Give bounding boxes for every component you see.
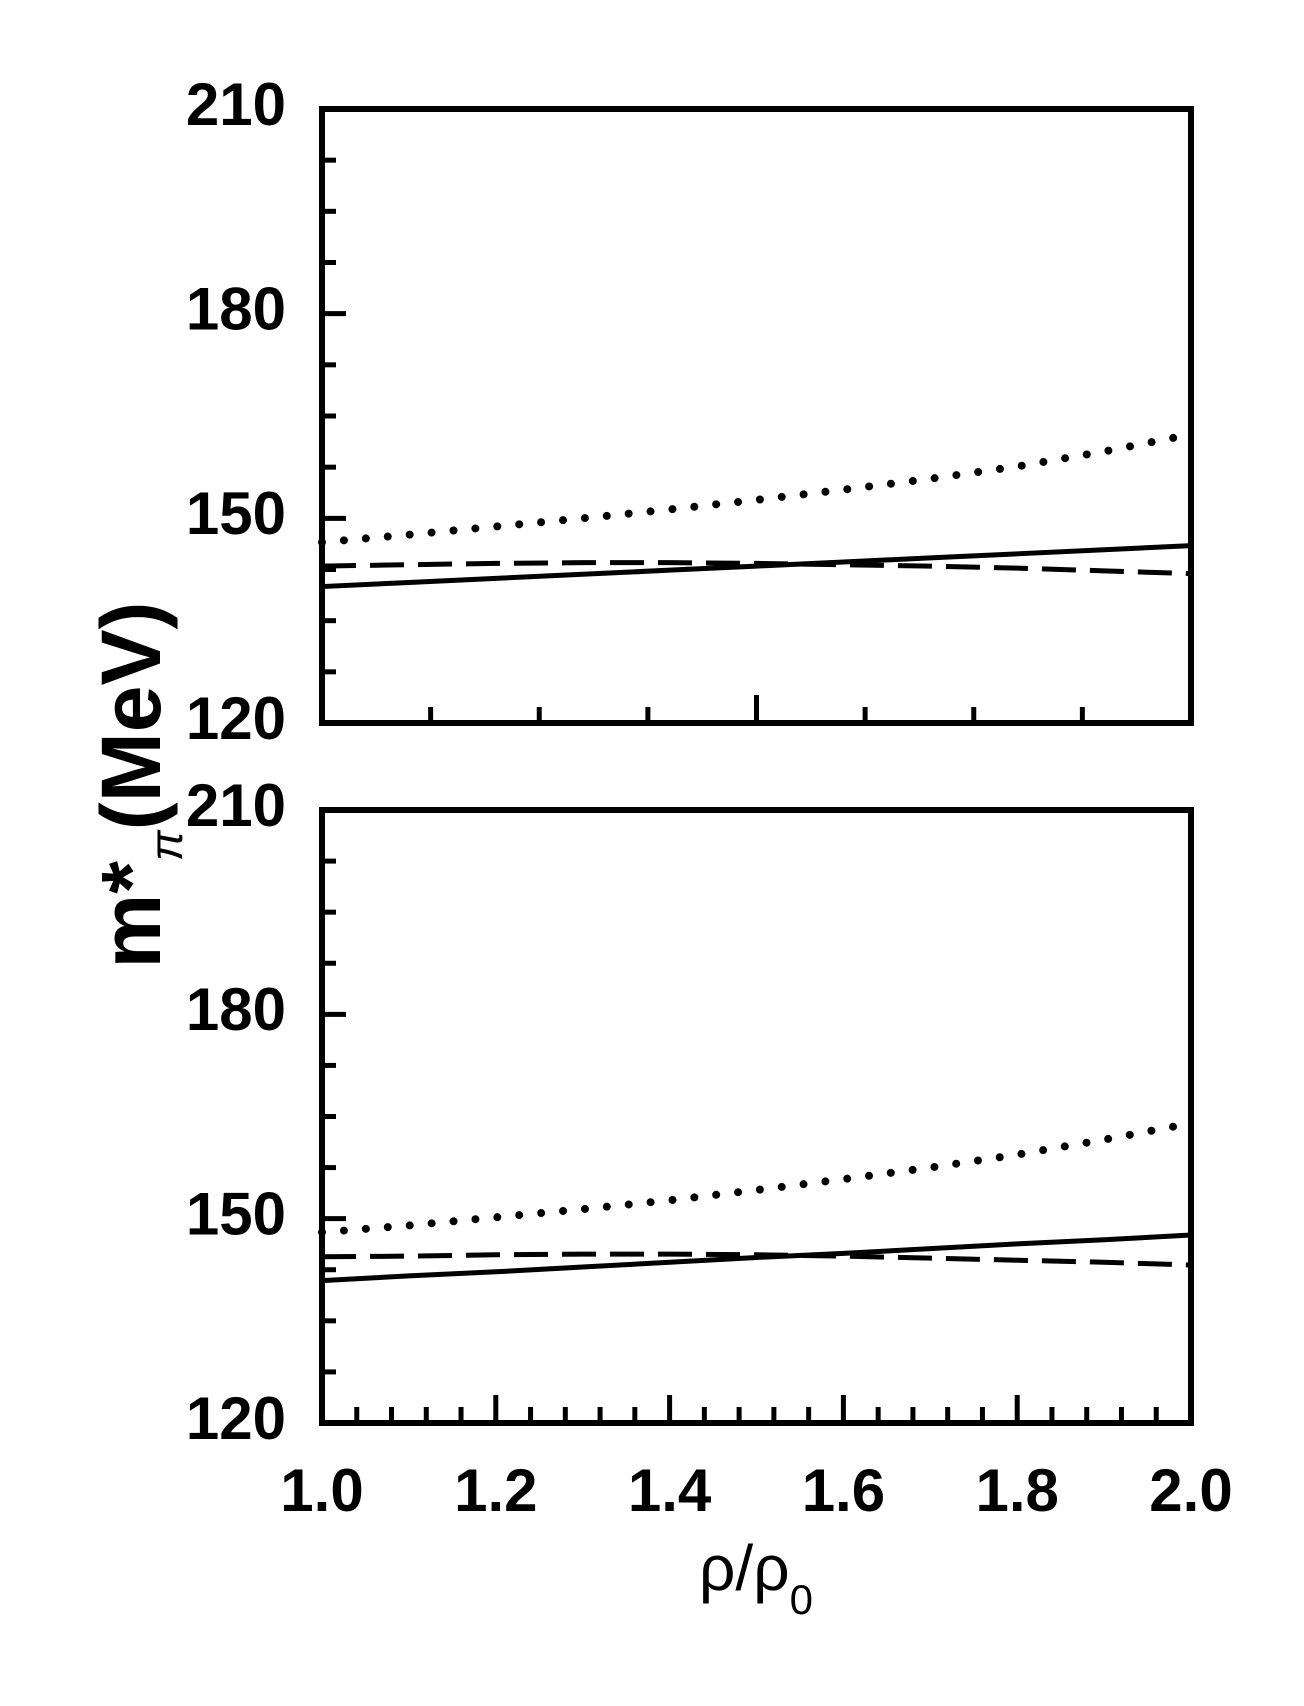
y-tick-label: 210 xyxy=(186,772,286,839)
x-tick-label: 1.2 xyxy=(454,1457,537,1524)
x-axis-label: ρ/ρ0 xyxy=(699,1532,813,1623)
series-line xyxy=(318,1119,1195,1237)
x-label-main: ρ/ρ xyxy=(699,1532,790,1604)
series-line xyxy=(318,430,1195,547)
series-line xyxy=(321,1251,1192,1268)
x-tick-label: 1.6 xyxy=(802,1457,885,1524)
y-label-main: m* xyxy=(84,861,178,969)
y-axis-label: m*π(MeV) xyxy=(84,602,192,969)
plot-frame xyxy=(319,106,1194,726)
x-tick-label: 1.8 xyxy=(975,1457,1058,1524)
y-tick-label: 150 xyxy=(186,1181,286,1248)
x-label-sub: 0 xyxy=(790,1576,813,1623)
x-tick-label: 2.0 xyxy=(1149,1457,1232,1524)
y-tick-label: 210 xyxy=(186,71,286,138)
y-tick-label: 180 xyxy=(186,276,286,343)
y-label-unit: (MeV) xyxy=(84,602,178,831)
y-tick-label: 120 xyxy=(186,1385,286,1452)
y-tick-label: 120 xyxy=(186,685,286,752)
plot-frame xyxy=(319,807,1194,1426)
y-tick-label: 180 xyxy=(186,976,286,1043)
x-tick-label: 1.4 xyxy=(628,1457,712,1524)
series-line xyxy=(321,543,1192,590)
x-tick-label: 1.0 xyxy=(280,1457,363,1524)
y-label-sub: π xyxy=(140,829,192,861)
y-tick-label: 150 xyxy=(186,480,286,547)
series-line xyxy=(321,1232,1192,1284)
series-line xyxy=(321,560,1192,577)
